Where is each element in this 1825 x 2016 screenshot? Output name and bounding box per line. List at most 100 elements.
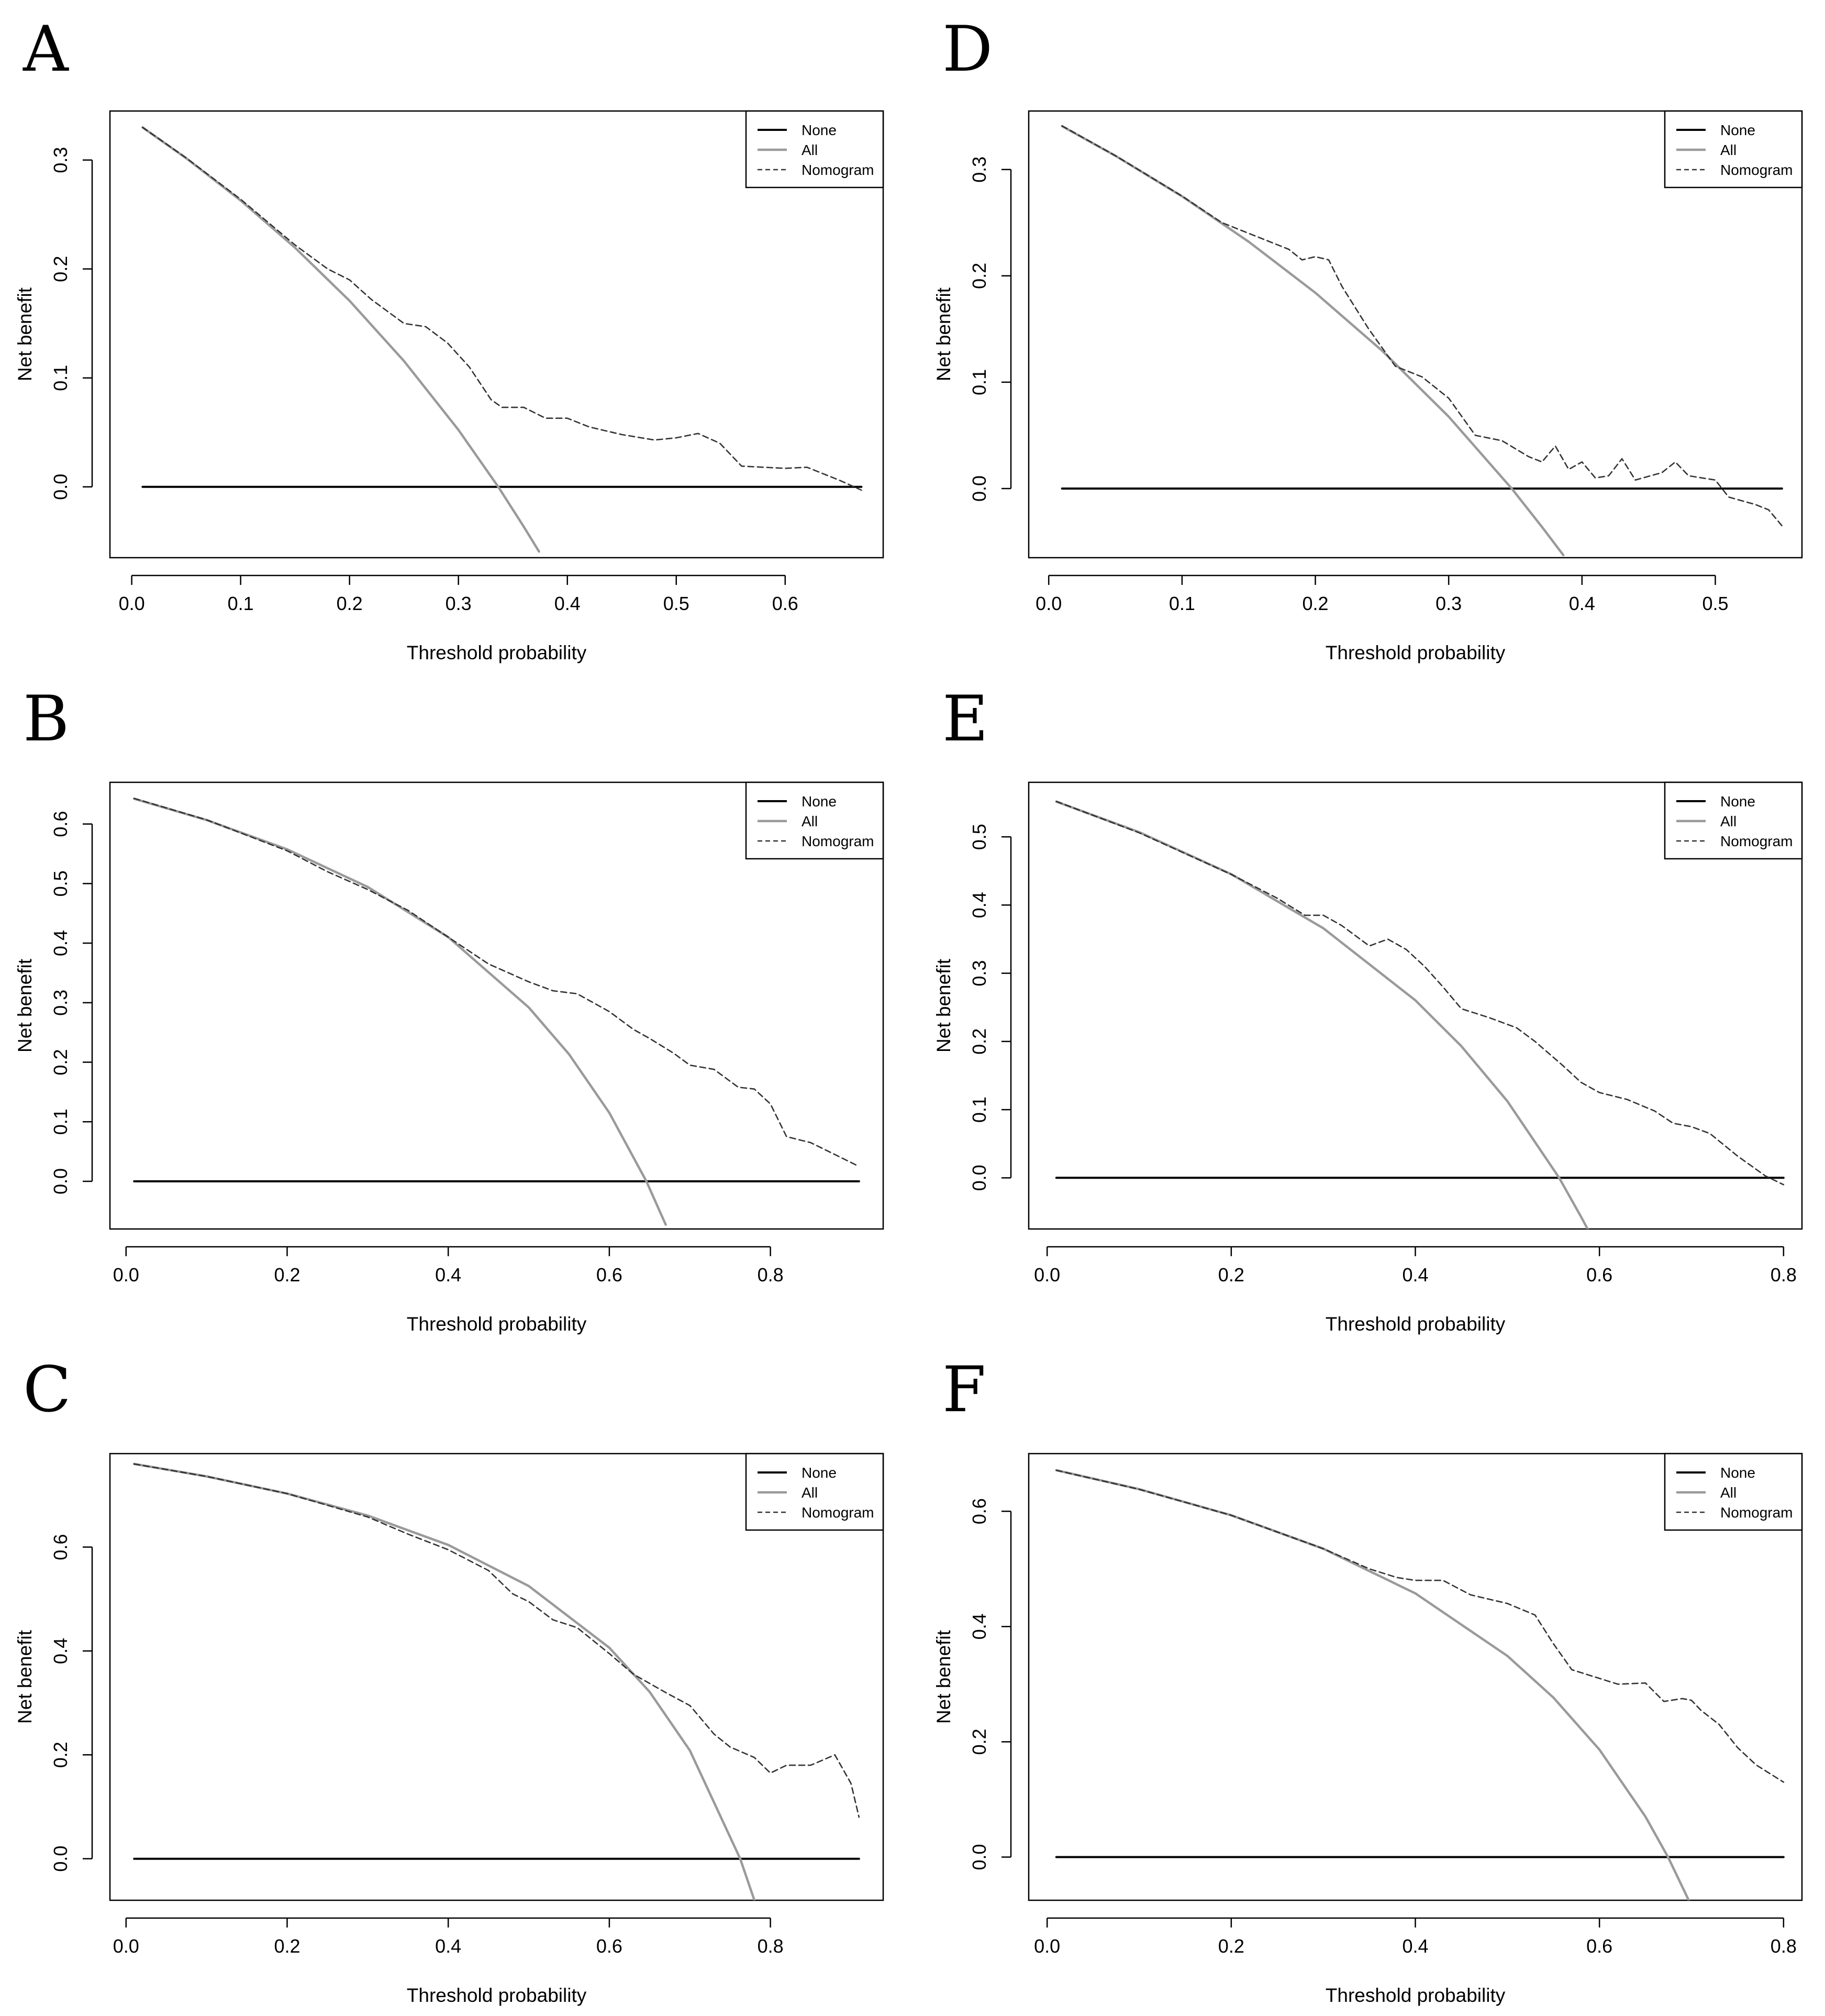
x-tick-label: 0.3 [446, 593, 472, 614]
x-tick-label: 0.6 [1586, 1935, 1612, 1957]
y-tick-label: 0.0 [50, 1168, 71, 1194]
y-tick-label: 0.2 [969, 1028, 990, 1055]
y-tick-label: 0.6 [969, 1498, 990, 1524]
y-tick-label: 0.4 [50, 930, 71, 956]
legend-label-nomogram: Nomogram [802, 833, 874, 849]
x-tick-label: 0.4 [554, 593, 581, 614]
plot-frame [109, 1453, 884, 1901]
x-tick-label: 0.8 [1771, 1935, 1797, 1957]
x-tick-label: 0.0 [113, 1935, 139, 1957]
x-tick-label: 0.0 [1034, 1935, 1060, 1957]
x-tick-label: 0.2 [274, 1935, 300, 1957]
panel-letter: C [23, 1354, 71, 1426]
panel-d: D 0.0 0.1 0.2 0.3 0.4 0.5 Threshold probability… [933, 13, 1803, 663]
legend-label-nomogram: Nomogram [1720, 833, 1793, 849]
series-line-nomogram [1055, 801, 1785, 1186]
series-line-all [1055, 1469, 1690, 1900]
x-tick-label: 0.0 [1034, 1264, 1060, 1286]
y-tick-label: 0.2 [969, 1729, 990, 1755]
y-tick-label: 0.5 [969, 824, 990, 850]
x-tick-label: 0.5 [663, 593, 689, 614]
y-tick-label: 0.2 [50, 1742, 71, 1768]
x-tick-label: 0.0 [119, 593, 145, 614]
plot-frame [1028, 781, 1803, 1230]
x-axis-title: Threshold probability [407, 642, 587, 663]
x-axis-title: Threshold probability [407, 1313, 587, 1335]
y-axis-title: Net benefit [14, 287, 36, 381]
y-tick-label: 0.1 [969, 369, 990, 395]
series-line-nomogram [133, 797, 860, 1167]
legend-label-none: None [1720, 793, 1755, 810]
plot-area [132, 797, 860, 1226]
y-tick-label: 0.3 [969, 960, 990, 987]
y-tick-label: 0.3 [50, 147, 71, 173]
x-tick-label: 0.3 [1435, 593, 1462, 614]
legend-label-nomogram: Nomogram [1720, 162, 1793, 178]
x-tick-label: 0.4 [1402, 1935, 1428, 1957]
y-tick-label: 0.0 [969, 1844, 990, 1870]
x-tick-label: 0.6 [596, 1264, 622, 1286]
x-axis-title: Threshold probability [407, 1985, 587, 2006]
legend-label-none: None [802, 793, 837, 810]
legend-label-all: All [1720, 1485, 1737, 1501]
panel-letter: D [942, 13, 993, 86]
y-axis-title: Net benefit [14, 958, 36, 1053]
y-tick-label: 0.1 [50, 1109, 71, 1135]
plot-area [1055, 1469, 1785, 1900]
x-axis-title: Threshold probability [1326, 642, 1506, 663]
panel-a: A 0.0 0.1 0.2 0.3 0.4 0.5 0.6 Threshold probabil… [14, 13, 884, 663]
legend: None All Nomogram [745, 781, 884, 860]
legend-label-none: None [1720, 1465, 1755, 1481]
x-tick-label: 0.8 [1771, 1264, 1797, 1286]
x-tick-label: 0.0 [113, 1264, 139, 1286]
plot-area [132, 1463, 860, 1900]
y-tick-label: 0.4 [969, 1613, 990, 1640]
y-tick-label: 0.1 [50, 365, 71, 391]
plot-frame [109, 110, 884, 559]
x-tick-label: 0.0 [1036, 593, 1062, 614]
y-tick-label: 0.2 [969, 263, 990, 289]
legend-label-nomogram: Nomogram [802, 162, 874, 178]
y-tick-label: 0.2 [50, 1049, 71, 1076]
panel-letter: F [942, 1354, 986, 1426]
series-line-nomogram [1061, 125, 1783, 527]
x-tick-label: 0.4 [1402, 1264, 1428, 1286]
panel-b: B 0.0 0.2 0.4 0.6 0.8 Threshold probability 0.0… [14, 683, 884, 1335]
legend-label-all: All [802, 1485, 818, 1501]
y-tick-label: 0.1 [969, 1096, 990, 1123]
y-axis-title: Net benefit [933, 958, 954, 1053]
x-tick-label: 0.4 [435, 1264, 461, 1286]
panel-c: C 0.0 0.2 0.4 0.6 0.8 Threshold probability 0.0… [14, 1354, 884, 2006]
legend-label-all: All [1720, 142, 1737, 158]
plot-frame [109, 781, 884, 1230]
series-line-nomogram [142, 126, 862, 491]
legend: None All Nomogram [1664, 110, 1803, 189]
x-tick-label: 0.8 [758, 1935, 784, 1957]
panel-letter: A [23, 13, 69, 86]
series-line-nomogram [1055, 1469, 1785, 1783]
x-tick-label: 0.8 [758, 1264, 784, 1286]
y-tick-label: 0.6 [50, 811, 71, 837]
legend: None All Nomogram [1664, 1453, 1803, 1531]
x-tick-label: 0.6 [1586, 1264, 1612, 1286]
x-tick-label: 0.1 [1169, 593, 1195, 614]
y-axis-title: Net benefit [933, 287, 954, 381]
series-line-nomogram [133, 1463, 860, 1818]
plot-area [1055, 800, 1785, 1229]
plot-frame [1028, 110, 1803, 559]
x-tick-label: 0.6 [596, 1935, 622, 1957]
legend: None All Nomogram [1664, 781, 1803, 860]
plot-area [141, 126, 863, 553]
panel-f: F 0.0 0.2 0.4 0.6 0.8 Threshold probability 0.0… [933, 1354, 1803, 2006]
y-tick-label: 0.0 [50, 1846, 71, 1872]
y-tick-label: 0.3 [50, 990, 71, 1016]
x-tick-label: 0.2 [1302, 593, 1328, 614]
legend-label-none: None [802, 1465, 837, 1481]
x-tick-label: 0.6 [772, 593, 798, 614]
legend: None All Nomogram [745, 110, 884, 189]
y-tick-label: 0.0 [969, 1165, 990, 1191]
x-tick-label: 0.1 [228, 593, 254, 614]
y-axis-title: Net benefit [14, 1630, 36, 1724]
plot-frame [1028, 1453, 1803, 1901]
